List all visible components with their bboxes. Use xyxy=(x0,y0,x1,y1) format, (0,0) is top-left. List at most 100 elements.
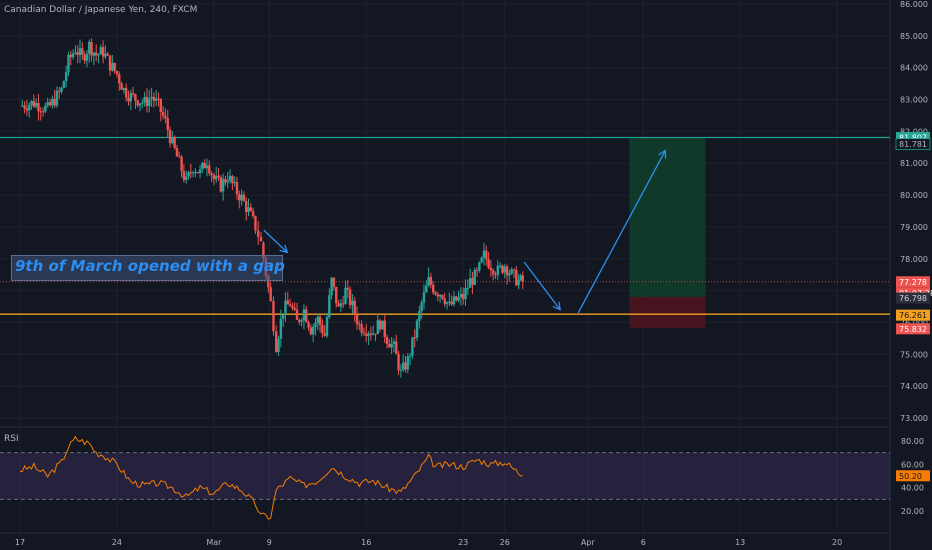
x-tick-label: 23 xyxy=(458,538,468,547)
candle-body xyxy=(235,182,239,195)
candle-body xyxy=(307,321,310,328)
candle-body xyxy=(173,137,176,148)
candle-body xyxy=(118,74,121,84)
candle-body xyxy=(492,270,495,275)
candle-body xyxy=(392,341,396,344)
candle-body xyxy=(187,172,190,177)
candle-body xyxy=(401,362,405,370)
projection-arrow-line[interactable] xyxy=(577,150,666,314)
candle-body xyxy=(374,333,377,335)
candle-body xyxy=(129,92,132,102)
y-tick-label: 74.000 xyxy=(900,382,928,391)
target-zone[interactable] xyxy=(629,137,706,298)
candle-body xyxy=(348,289,352,306)
candle-body xyxy=(44,105,47,112)
horizontal-lines[interactable] xyxy=(0,136,890,315)
candle-body xyxy=(182,171,186,180)
projection-arrow-line[interactable] xyxy=(523,261,561,311)
projection-arrow-line[interactable] xyxy=(263,229,288,253)
candle-body xyxy=(346,287,349,290)
candle-body xyxy=(249,207,253,212)
candle-body xyxy=(41,111,45,113)
candle-body xyxy=(443,298,446,304)
candle-body xyxy=(81,48,84,55)
candle-body xyxy=(275,331,278,352)
y-tick-label: 81.000 xyxy=(900,159,928,168)
x-tick-label: 16 xyxy=(361,538,371,547)
candle-body xyxy=(69,54,72,58)
candle-body xyxy=(404,362,407,370)
candle-body xyxy=(395,341,398,355)
rsi-value-label: 50.20 xyxy=(899,472,922,481)
price-label: 81.781 xyxy=(899,140,927,149)
candle-body xyxy=(367,333,370,336)
candle-body xyxy=(362,332,366,334)
candle-body xyxy=(39,111,42,113)
candle-body xyxy=(496,265,500,275)
candle-body xyxy=(353,300,356,315)
candle-body xyxy=(30,100,33,106)
candle-body xyxy=(448,301,451,303)
candle-body xyxy=(141,102,144,104)
candle-body xyxy=(434,292,437,295)
candle-body xyxy=(399,369,403,371)
candle-body xyxy=(406,356,409,370)
candle-body xyxy=(247,207,250,212)
candle-body xyxy=(219,177,223,192)
candle-body xyxy=(154,98,158,101)
candle-body xyxy=(489,267,493,271)
candle-body xyxy=(452,296,456,305)
candle-body xyxy=(90,42,93,56)
x-tick-label: Mar xyxy=(206,538,222,547)
candle-body xyxy=(413,337,416,339)
candle-body xyxy=(208,165,211,174)
candle-body xyxy=(369,333,373,335)
candle-body xyxy=(459,293,463,298)
candle-body xyxy=(385,336,389,344)
candle-body xyxy=(150,96,153,99)
candle-body xyxy=(473,269,476,285)
candle-body xyxy=(180,156,183,172)
candle-body xyxy=(85,53,89,61)
candle-body xyxy=(519,275,522,280)
rsi-y-tick-label: 20.00 xyxy=(901,507,924,516)
candle-body xyxy=(311,326,315,335)
candle-body xyxy=(328,295,331,318)
price-label-bg xyxy=(896,132,930,144)
stop-zone[interactable] xyxy=(629,297,706,328)
candle-body xyxy=(51,98,54,106)
candle-body xyxy=(335,286,338,304)
candle-body xyxy=(34,102,38,107)
candle-body xyxy=(381,320,384,330)
candle-body xyxy=(321,325,324,334)
candle-body xyxy=(58,90,61,92)
candle-body xyxy=(471,278,474,285)
candle-body xyxy=(159,98,163,113)
candle-body xyxy=(371,333,375,335)
candle-body xyxy=(281,314,285,319)
price-label: 75.832 xyxy=(899,325,927,334)
x-tick-label: 17 xyxy=(15,538,25,547)
candle-body xyxy=(521,275,524,282)
candle-body xyxy=(411,337,414,356)
y-tick-label: 85.000 xyxy=(900,32,928,41)
candle-body xyxy=(482,250,486,258)
candle-body xyxy=(205,165,209,169)
candle-body xyxy=(390,343,393,348)
candle-body xyxy=(238,194,241,201)
position-zones[interactable] xyxy=(629,137,706,328)
candle-body xyxy=(485,250,488,260)
annotation-box[interactable] xyxy=(11,255,283,281)
candle-body xyxy=(508,273,511,276)
candle-body xyxy=(441,295,444,299)
candle-body xyxy=(501,265,504,273)
candle-body xyxy=(228,176,232,181)
candle-body xyxy=(415,320,419,338)
candle-body xyxy=(97,54,100,56)
x-tick-label: 13 xyxy=(735,538,745,547)
candle-body xyxy=(468,278,472,288)
candle-body xyxy=(191,172,195,174)
candle-body xyxy=(115,70,119,75)
projection-arrows[interactable] xyxy=(263,149,667,314)
candle-body xyxy=(122,88,126,90)
